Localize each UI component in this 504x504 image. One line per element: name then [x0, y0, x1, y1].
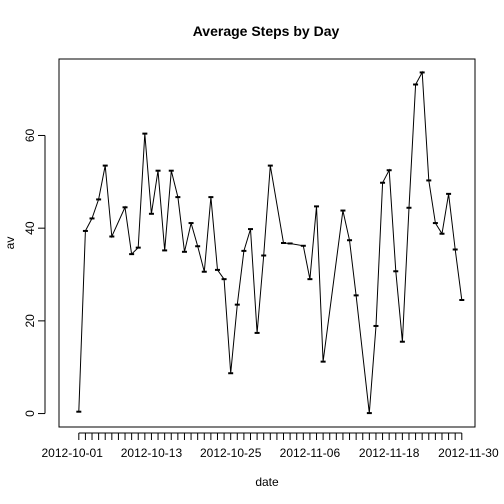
y-axis-label: av — [3, 237, 17, 250]
series-line — [79, 72, 462, 413]
data-points — [76, 72, 464, 413]
y-tick-label: 0 — [23, 410, 37, 417]
y-tick-label: 40 — [23, 221, 37, 235]
x-tick-label: 2012-11-18 — [359, 446, 420, 460]
x-tick-label: 2012-10-01 — [42, 446, 104, 460]
x-axis-label: date — [255, 475, 279, 489]
x-tick-label: 2012-11-30 — [438, 446, 499, 460]
x-tick-label: 2012-10-25 — [200, 446, 262, 460]
plot-area — [59, 59, 475, 427]
y-tick-label: 60 — [23, 128, 37, 142]
x-tick-label: 2012-10-13 — [121, 446, 183, 460]
y-tick-label: 20 — [23, 314, 37, 328]
x-tick-label: 2012-11-06 — [280, 446, 341, 460]
x-axis: 2012-10-01 2012-10-13 2012-10-25 2012-11-06… — [42, 433, 499, 460]
chart-title: Average Steps by Day — [193, 23, 340, 39]
y-axis: 0 20 40 60 — [23, 128, 45, 416]
